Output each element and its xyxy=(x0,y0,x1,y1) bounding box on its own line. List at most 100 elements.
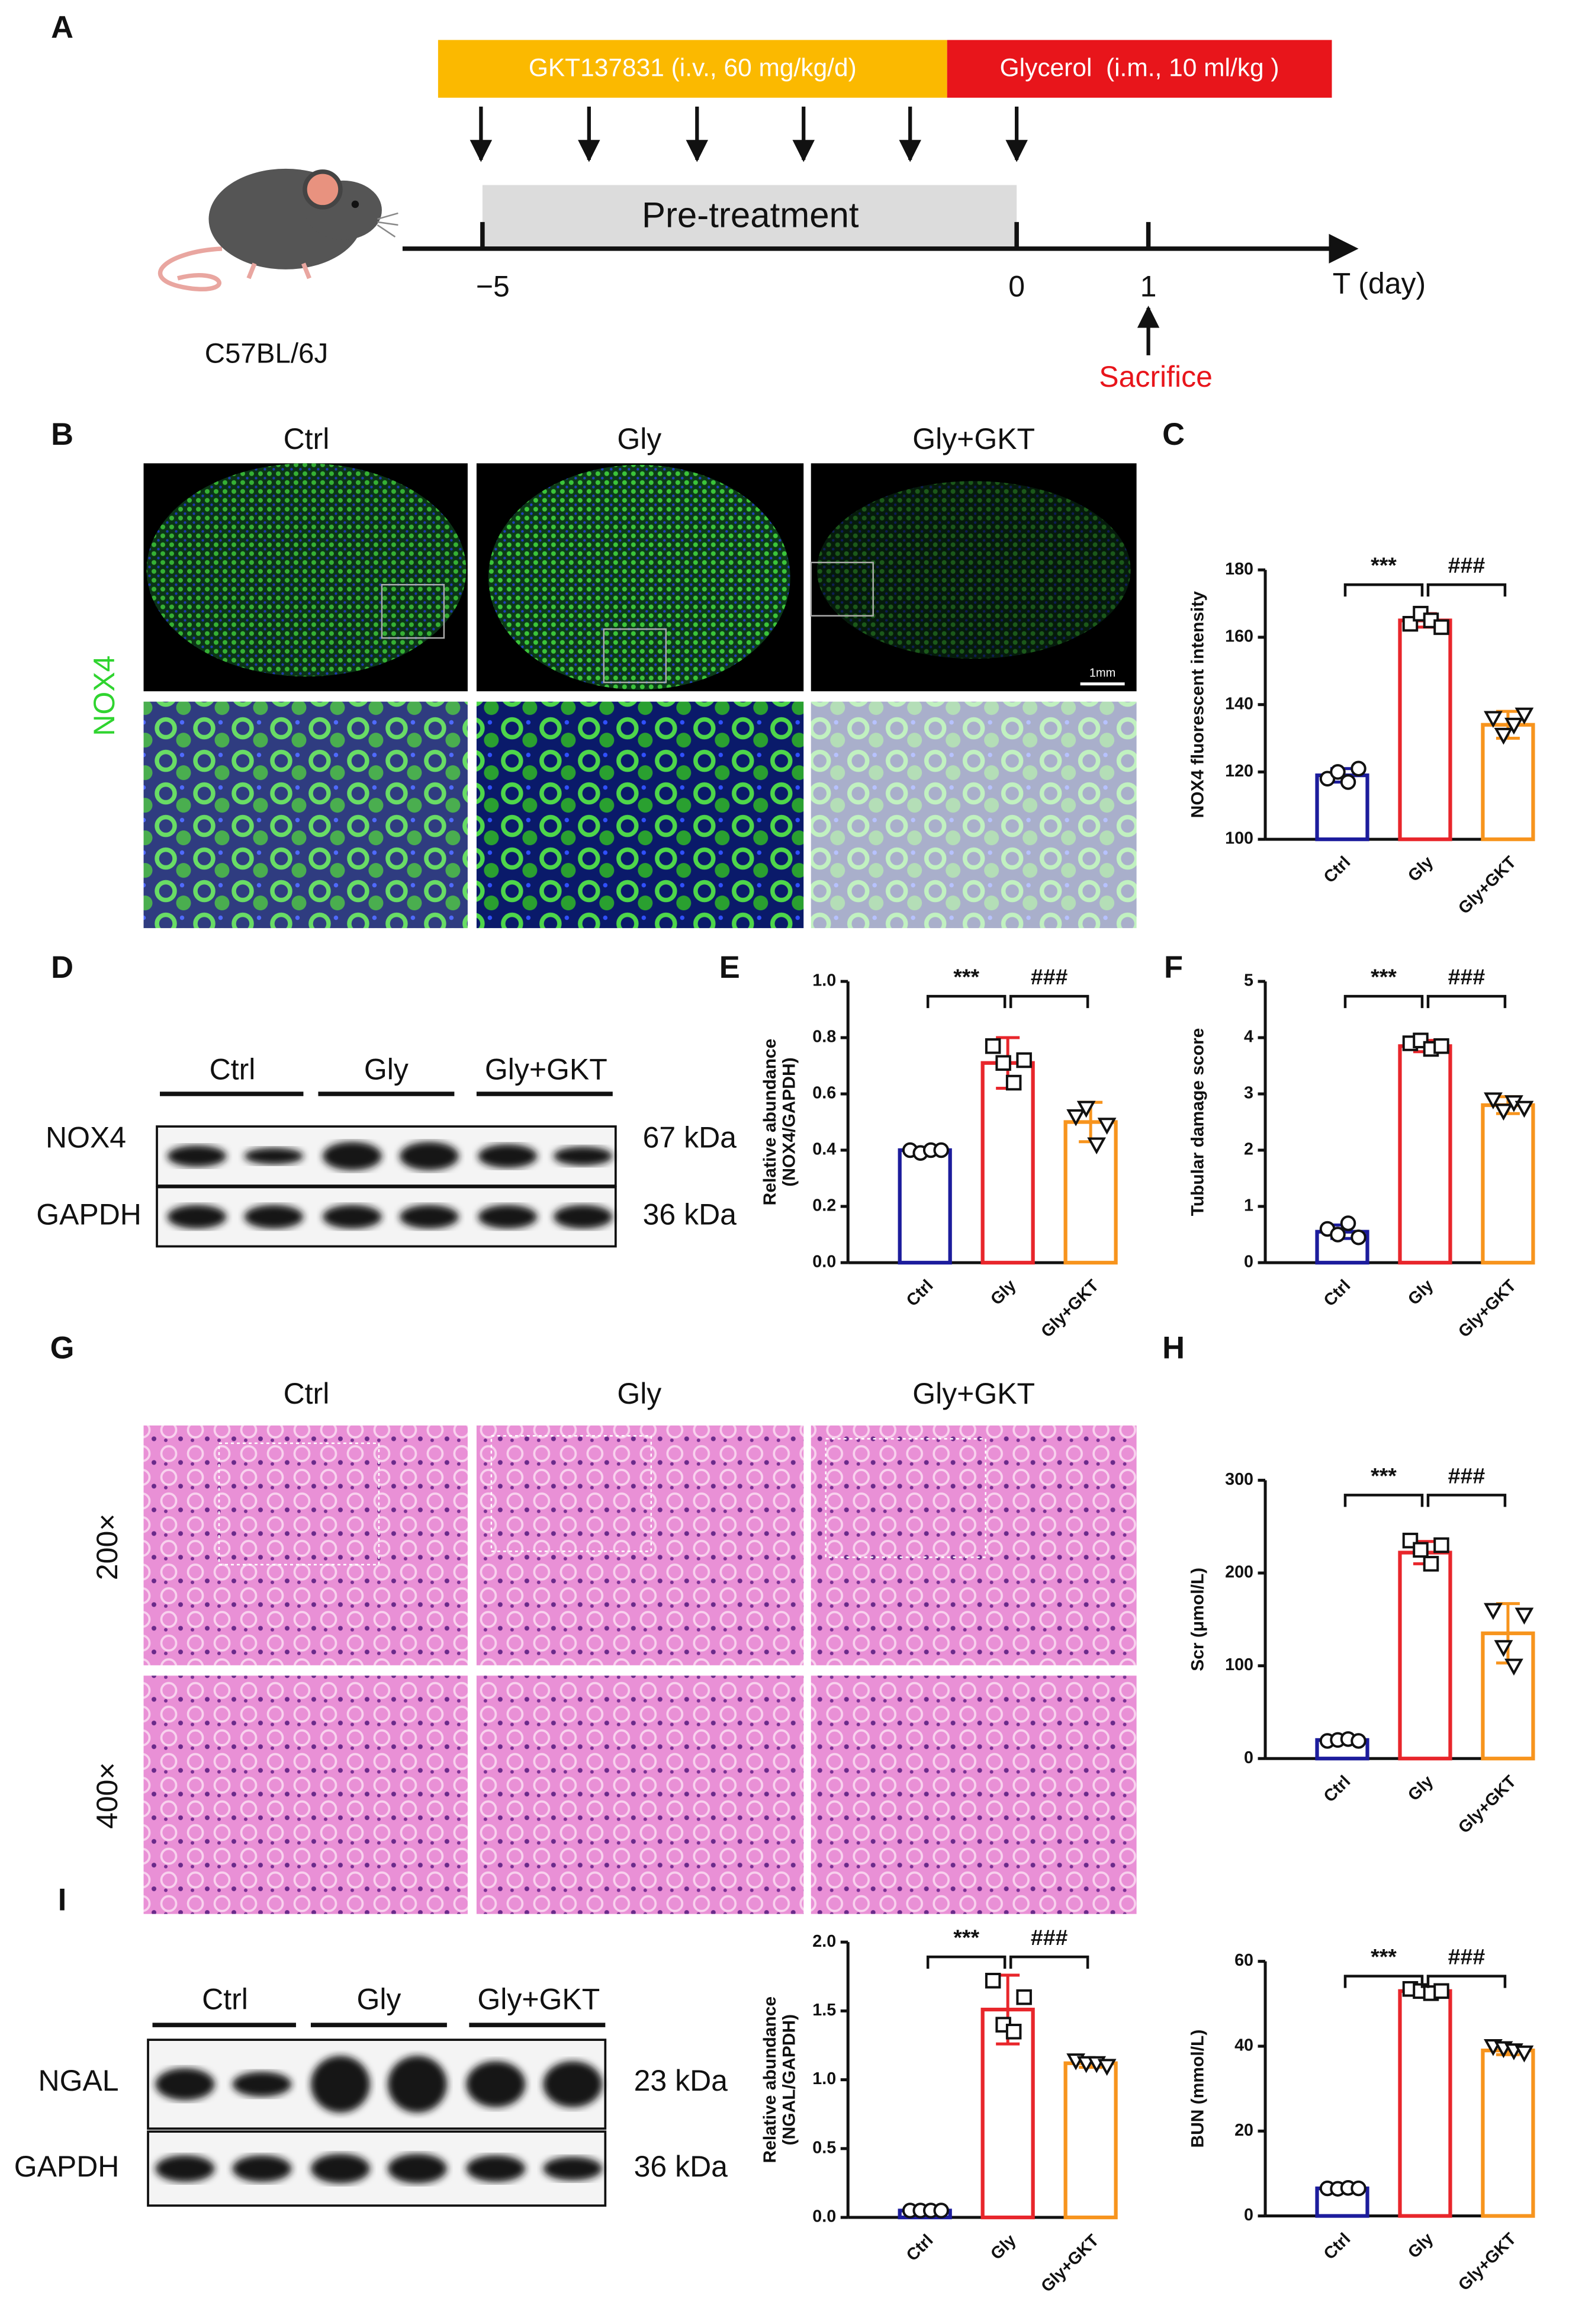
timeline-arrow xyxy=(1329,233,1359,264)
endpoint-label: Sacrifice xyxy=(1099,360,1213,393)
x-tick-label: Gly+GKT xyxy=(1037,1276,1102,1341)
data-point xyxy=(1484,1092,1503,1110)
data-point xyxy=(1504,717,1523,735)
band xyxy=(232,2072,292,2097)
y-tick-label: 0 xyxy=(1244,2206,1253,2225)
significance-label: ### xyxy=(1448,1463,1485,1488)
strain-label: C57BL/6J xyxy=(205,338,328,369)
kidney-section xyxy=(146,463,467,677)
y-tick-label: 0.5 xyxy=(812,2138,836,2157)
band-label: GAPDH xyxy=(36,1198,142,1231)
data-point xyxy=(1066,1109,1086,1126)
bar xyxy=(1398,1989,1452,2218)
band xyxy=(466,2155,526,2182)
significance-label: *** xyxy=(953,964,979,989)
data-point xyxy=(985,1973,1001,1989)
band xyxy=(167,1205,227,1229)
band xyxy=(310,2153,370,2184)
significance-label: *** xyxy=(1371,553,1397,577)
significance-label: ### xyxy=(1031,964,1068,989)
phase-label: Pre-treatment xyxy=(642,195,859,235)
band-size: 36 kDa xyxy=(643,1198,737,1231)
day-label: −5 xyxy=(476,270,510,303)
band xyxy=(244,1205,304,1229)
y-axis-label: Relative abundance xyxy=(760,1996,780,2163)
blot-strip xyxy=(156,1186,617,1248)
data-point xyxy=(1433,619,1449,635)
model-bar xyxy=(947,40,1332,98)
bar xyxy=(1398,1044,1452,1265)
group-label: Gly+GKT xyxy=(477,1982,600,2015)
bar xyxy=(980,1061,1035,1265)
x-tick-label: Gly+GKT xyxy=(1455,2229,1520,2294)
significance-bracket xyxy=(926,994,1007,1009)
y-tick-label: 1.0 xyxy=(812,971,836,990)
bar xyxy=(1063,2061,1118,2220)
he-400x xyxy=(476,1675,804,1914)
data-point xyxy=(1016,1989,1032,2005)
significance-bracket xyxy=(1343,994,1424,1009)
y-tick-label: 60 xyxy=(1234,1951,1253,1970)
band xyxy=(167,1145,227,1167)
band xyxy=(387,2153,447,2184)
data-point xyxy=(985,1038,1001,1054)
x-tick-label: Ctrl xyxy=(903,2231,937,2265)
panel-label: F xyxy=(1164,950,1183,985)
row-label: 200× xyxy=(91,1514,124,1581)
data-point xyxy=(1433,1038,1449,1054)
y-tick-label: 0.2 xyxy=(812,1196,836,1215)
timeline-ticks xyxy=(480,222,1151,249)
significance-bracket xyxy=(1426,1494,1507,1507)
data-point xyxy=(1423,1556,1439,1572)
he-200x xyxy=(811,1425,1137,1665)
row-label: 400× xyxy=(91,1762,124,1829)
data-point xyxy=(1504,1658,1523,1676)
data-point xyxy=(1515,1607,1534,1625)
panel-label: H xyxy=(1162,1330,1185,1365)
band-label: GAPDH xyxy=(14,2150,120,2183)
he-200x xyxy=(476,1425,804,1665)
column-label: Ctrl xyxy=(284,422,330,455)
y-axis-label: NOX4 fluorescent intensity xyxy=(1188,591,1207,818)
inset-box xyxy=(603,628,667,683)
bar xyxy=(1481,1103,1535,1265)
data-point xyxy=(1484,711,1503,728)
data-point xyxy=(1330,764,1346,780)
y-tick-label: 3 xyxy=(1244,1084,1253,1103)
group-label: Gly xyxy=(364,1053,409,1086)
day-label: 0 xyxy=(1008,270,1025,303)
bar xyxy=(1398,1551,1452,1761)
data-point xyxy=(1340,1215,1356,1231)
significance-label: ### xyxy=(1448,553,1485,577)
band-size: 67 kDa xyxy=(643,1121,737,1154)
band-label: NGAL xyxy=(38,2064,119,2097)
y-tick-label: 100 xyxy=(1225,829,1253,848)
mouse xyxy=(158,168,398,291)
dose-arrows xyxy=(470,106,1028,162)
band xyxy=(399,1142,459,1170)
inset-box xyxy=(810,561,874,617)
y-tick-label: 4 xyxy=(1244,1028,1253,1047)
data-point xyxy=(1351,760,1366,776)
band xyxy=(387,2056,447,2113)
band xyxy=(244,1148,304,1164)
y-tick-label: 0 xyxy=(1244,1253,1253,1272)
drug-label: GKT137831 (i.v., 60 mg/kg/d) xyxy=(529,54,857,82)
y-tick-label: 160 xyxy=(1225,627,1253,646)
y-tick-label: 1.0 xyxy=(812,2069,836,2088)
he-roi xyxy=(218,1442,380,1566)
column-label: Gly xyxy=(617,1377,661,1410)
data-point xyxy=(1413,1542,1429,1558)
band xyxy=(553,1147,613,1166)
significance-label: *** xyxy=(1371,1944,1397,1969)
y-tick-label: 200 xyxy=(1225,1563,1253,1582)
significance-label: *** xyxy=(953,1925,979,1950)
significance-bracket xyxy=(1343,583,1424,597)
data-point xyxy=(1494,1640,1513,1657)
group-label: Gly xyxy=(356,1982,401,2015)
data-point xyxy=(1340,774,1356,790)
y-tick-label: 0.0 xyxy=(812,2207,836,2226)
x-tick-label: Gly xyxy=(987,2231,1020,2264)
y-tick-label: 1.5 xyxy=(812,2001,836,2020)
data-point xyxy=(1097,1118,1117,1135)
